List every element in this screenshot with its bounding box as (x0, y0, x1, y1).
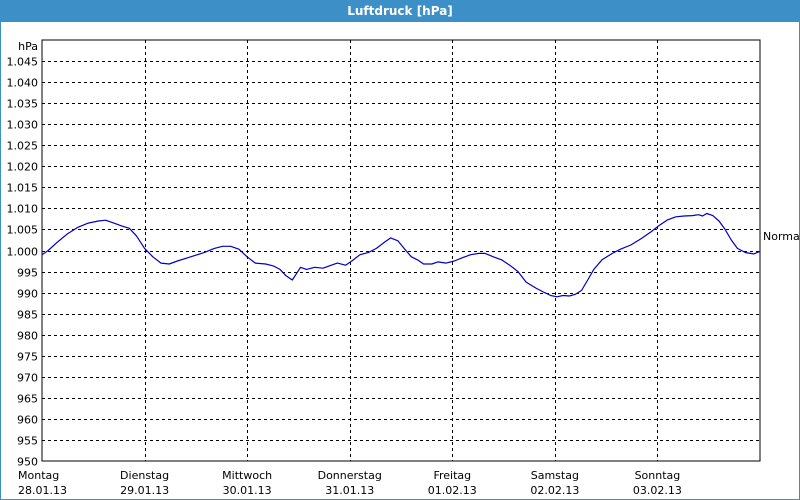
x-tick-day: Donnerstag (318, 469, 382, 482)
y-tick-label: 985 (17, 309, 38, 322)
plot-area (41, 39, 761, 462)
x-axis: Montag 28.01.13 Dienstag 29.01.13 Mittwoch 30… (18, 469, 682, 497)
y-tick-label: 980 (17, 330, 38, 343)
y-tick-label: 990 (17, 288, 38, 301)
y-tick-label: 1.030 (7, 119, 39, 132)
y-tick-label: 965 (17, 393, 38, 406)
y-tick-label: 1.040 (7, 77, 39, 90)
x-tick-date: 29.01.13 (120, 484, 169, 497)
y-axis-label: hPa (18, 40, 38, 53)
x-tick-day: Freitag (433, 469, 471, 482)
series-group (41, 212, 761, 298)
y-tick-label: 960 (17, 414, 38, 427)
y-tick-label: 950 (17, 456, 38, 469)
x-tick-date: 02.02.13 (530, 484, 579, 497)
x-tick-day: Mittwoch (222, 469, 272, 482)
x-tick-day: Dienstag (120, 469, 169, 482)
x-tick-date: 03.02.13 (633, 484, 682, 497)
series-line-luftdruck (41, 212, 761, 298)
y-tick-label: 1.000 (7, 246, 39, 259)
y-tick-label: 1.015 (7, 182, 39, 195)
x-tick-date: 31.01.13 (325, 484, 374, 497)
grid-lines (42, 40, 760, 461)
reference-label-normal: Normal (763, 230, 800, 243)
y-tick-label: 970 (17, 372, 38, 385)
x-tick-day: Montag (18, 469, 59, 482)
y-tick-label: 1.045 (7, 56, 39, 69)
y-tick-label: 1.020 (7, 161, 39, 174)
x-tick-day: Sonntag (635, 469, 681, 482)
y-tick-label: 995 (17, 267, 38, 280)
x-tick-date: 30.01.13 (223, 484, 272, 497)
y-tick-label: 1.025 (7, 140, 39, 153)
y-tick-label: 1.005 (7, 224, 39, 237)
y-axis: 950 955 960 965 970 975 980 985 990 995 1.000 1.005… (7, 56, 39, 469)
x-tick-date: 01.02.13 (428, 484, 477, 497)
x-tick-day: Samstag (531, 469, 579, 482)
y-tick-label: 955 (17, 435, 38, 448)
window-title: Luftdruck [hPa] (0, 0, 800, 22)
x-tick-date: 28.01.13 (18, 484, 67, 497)
y-tick-label: 1.010 (7, 203, 39, 216)
y-tick-label: 1.035 (7, 98, 39, 111)
y-tick-label: 975 (17, 351, 38, 364)
